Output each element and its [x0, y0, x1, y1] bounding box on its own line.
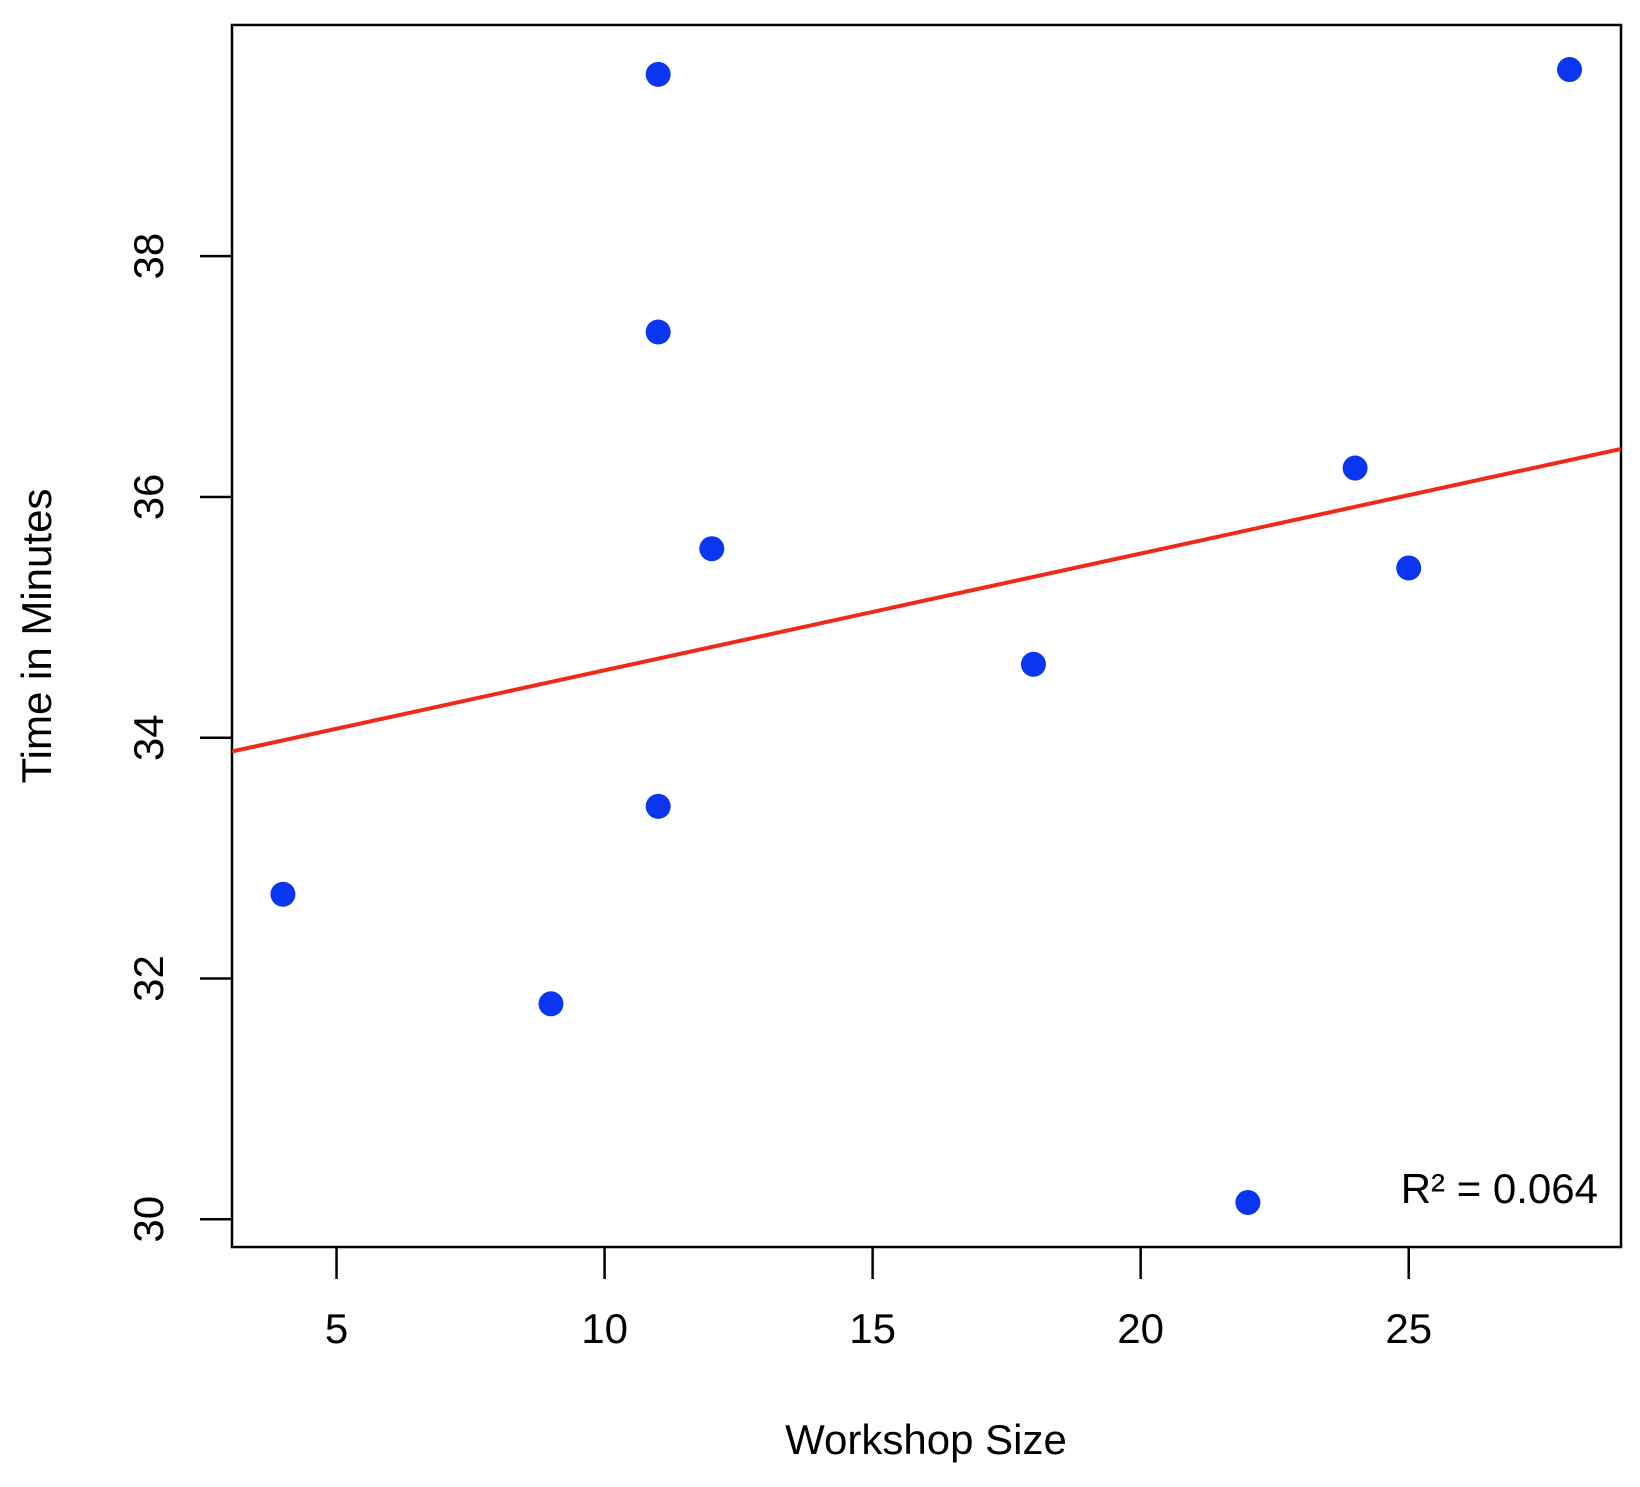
plot-frame: [230, 23, 1623, 1249]
point: [270, 881, 296, 907]
y-tick-label: 34: [125, 714, 172, 761]
point: [645, 319, 671, 345]
y-tick-label: 32: [125, 955, 172, 1002]
fit-line: [232, 446, 1621, 754]
x-tick-label: 10: [581, 1305, 628, 1352]
point: [699, 536, 725, 562]
annotation: R² = 0.064: [1401, 1165, 1598, 1212]
point: [538, 991, 564, 1017]
point: [1557, 57, 1583, 83]
plot-area: [232, 57, 1621, 1215]
point: [645, 793, 671, 819]
point: [1342, 455, 1368, 481]
point: [1396, 555, 1422, 581]
y-tick-label: 36: [125, 474, 172, 521]
y-tick-label: 30: [125, 1196, 172, 1243]
y-axis-title: Time in Minutes: [13, 489, 60, 784]
x-axis-title: Workshop Size: [785, 1416, 1067, 1463]
x-tick-label: 5: [325, 1305, 348, 1352]
point: [1020, 651, 1046, 677]
x-tick-label: 15: [849, 1305, 896, 1352]
point: [645, 61, 671, 87]
point: [1235, 1189, 1261, 1215]
y-tick-label: 38: [125, 233, 172, 280]
x-tick-label: 25: [1385, 1305, 1432, 1352]
x-tick-label: 20: [1117, 1305, 1164, 1352]
